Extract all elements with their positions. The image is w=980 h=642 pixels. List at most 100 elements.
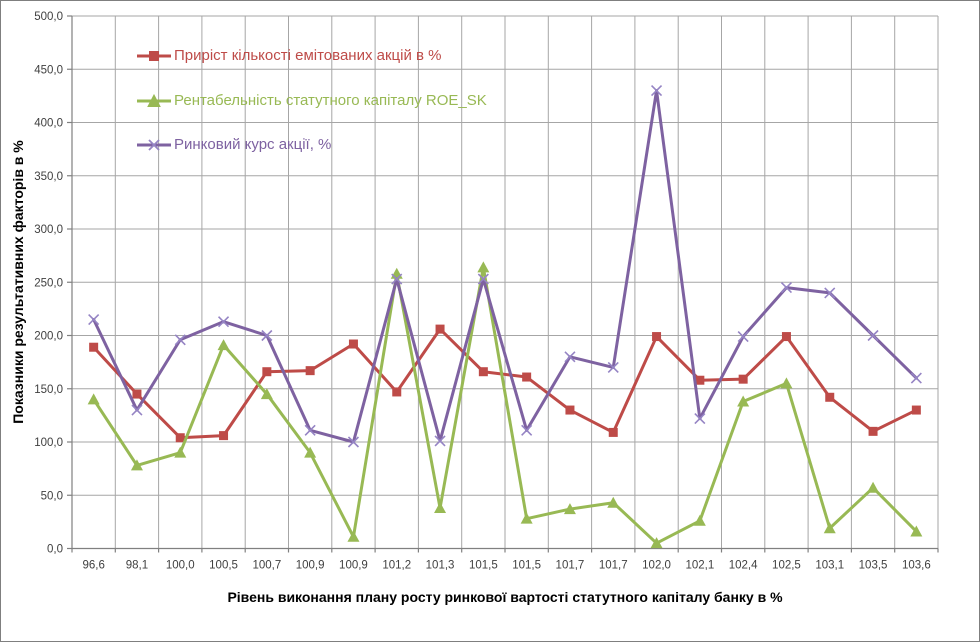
square-marker [262, 367, 272, 377]
x-tick-label: 102,0 [642, 560, 671, 572]
x-marker [867, 329, 879, 342]
legend-label: Ринковий курс акції, % [174, 136, 332, 153]
legend-label: Рентабельність статутного капіталу ROE_S… [174, 92, 487, 109]
x-tick-label: 101,7 [599, 560, 628, 572]
legend-triangle-marker-icon [137, 94, 171, 107]
square-marker [652, 332, 662, 342]
square-marker [825, 392, 835, 402]
x-marker [131, 404, 143, 416]
series-2 [88, 84, 922, 448]
triangle-marker [174, 446, 187, 458]
y-tick-label: 500,0 [34, 11, 63, 23]
x-tick-label: 96,6 [82, 560, 104, 572]
y-tick-label: 50,0 [41, 490, 63, 502]
x-tick-label: 103,5 [859, 560, 888, 572]
triangle-marker [304, 446, 317, 458]
x-marker [304, 424, 316, 436]
x-tick-label: 98,1 [126, 560, 148, 572]
series-line-0 [92, 327, 918, 440]
x-tick-label: 100,9 [296, 560, 325, 572]
x-marker [477, 273, 489, 285]
y-tick-label: 100,0 [34, 437, 63, 449]
x-marker [521, 424, 533, 436]
square-marker [911, 405, 921, 415]
triangle-marker [520, 512, 533, 524]
square-marker [89, 342, 99, 352]
x-marker [780, 282, 793, 294]
x-tick-label: 100,9 [339, 560, 368, 572]
y-tick-label: 350,0 [34, 171, 63, 183]
x-tick-label: 103,6 [902, 560, 931, 572]
square-marker [695, 375, 705, 385]
square-marker [565, 405, 575, 415]
y-tick-label: 450,0 [34, 64, 63, 76]
legend-x-marker-icon [137, 139, 171, 151]
x-marker [737, 330, 749, 343]
triangle-marker [477, 261, 490, 273]
tick-labels: 0,0 50,0 100,0 150,0 200,0 250,0 300,0 350,0 400… [34, 11, 931, 572]
square-marker [305, 366, 315, 376]
y-tick-label: 300,0 [34, 224, 63, 236]
x-tick-label: 101,5 [512, 560, 541, 572]
triangle-marker [130, 459, 143, 471]
triangle-marker [260, 388, 273, 400]
square-marker [478, 367, 488, 377]
triangle-marker [910, 525, 923, 537]
x-tick-label: 102,1 [685, 560, 714, 572]
triangle-marker [347, 530, 360, 542]
triangle-marker [563, 503, 576, 515]
square-marker [435, 324, 445, 334]
x-marker [824, 287, 836, 299]
square-marker [175, 433, 185, 443]
series-0 [89, 324, 921, 443]
triangle-marker [867, 481, 880, 493]
square-marker [738, 374, 748, 384]
x-marker [607, 361, 619, 374]
legend-label: Приріст кількості емітованих акцій в % [174, 47, 442, 64]
x-marker [910, 372, 922, 384]
x-tick-label: 100,7 [252, 560, 281, 572]
y-tick-label: 0,0 [47, 544, 63, 556]
triangle-marker [780, 377, 793, 389]
triangle-marker [434, 502, 447, 514]
x-marker [650, 84, 663, 97]
triangle-marker [217, 339, 230, 351]
x-tick-label: 101,7 [556, 560, 585, 572]
triangle-marker [693, 514, 706, 526]
triangle-marker [87, 393, 100, 405]
series-1 [87, 261, 923, 549]
triangle-marker [650, 537, 663, 549]
square-marker [348, 339, 358, 349]
x-tick-label: 103,1 [815, 560, 844, 572]
legend-square-marker-icon [137, 51, 171, 61]
x-tick-label: 101,2 [382, 560, 411, 572]
square-marker [522, 372, 532, 382]
x-marker [434, 435, 446, 447]
x-marker [694, 413, 706, 425]
x-marker [347, 436, 360, 448]
y-axis-title: Показники результативних факторів в % [10, 140, 26, 424]
y-tick-label: 400,0 [34, 118, 63, 130]
legend-item-market-rate: Ринковий курс акції, % [137, 134, 331, 156]
x-tick-label: 100,0 [166, 560, 195, 572]
axes [67, 15, 939, 553]
x-marker [217, 316, 230, 328]
square-marker [392, 387, 402, 397]
square-marker [868, 426, 878, 436]
x-marker [88, 313, 100, 326]
x-tick-label: 101,5 [469, 560, 498, 572]
triangle-marker [607, 496, 620, 508]
x-tick-label: 100,5 [209, 560, 238, 572]
series-line-1 [92, 265, 918, 545]
x-axis-title: Рівень виконання плану росту ринкової ва… [227, 589, 783, 605]
x-tick-label: 101,3 [426, 560, 455, 572]
square-marker [132, 389, 142, 399]
y-tick-label: 150,0 [34, 384, 63, 396]
y-tick-label: 200,0 [34, 331, 63, 343]
triangle-marker [390, 267, 403, 279]
x-marker [391, 273, 403, 285]
x-marker [564, 351, 576, 363]
triangle-marker [737, 395, 750, 407]
